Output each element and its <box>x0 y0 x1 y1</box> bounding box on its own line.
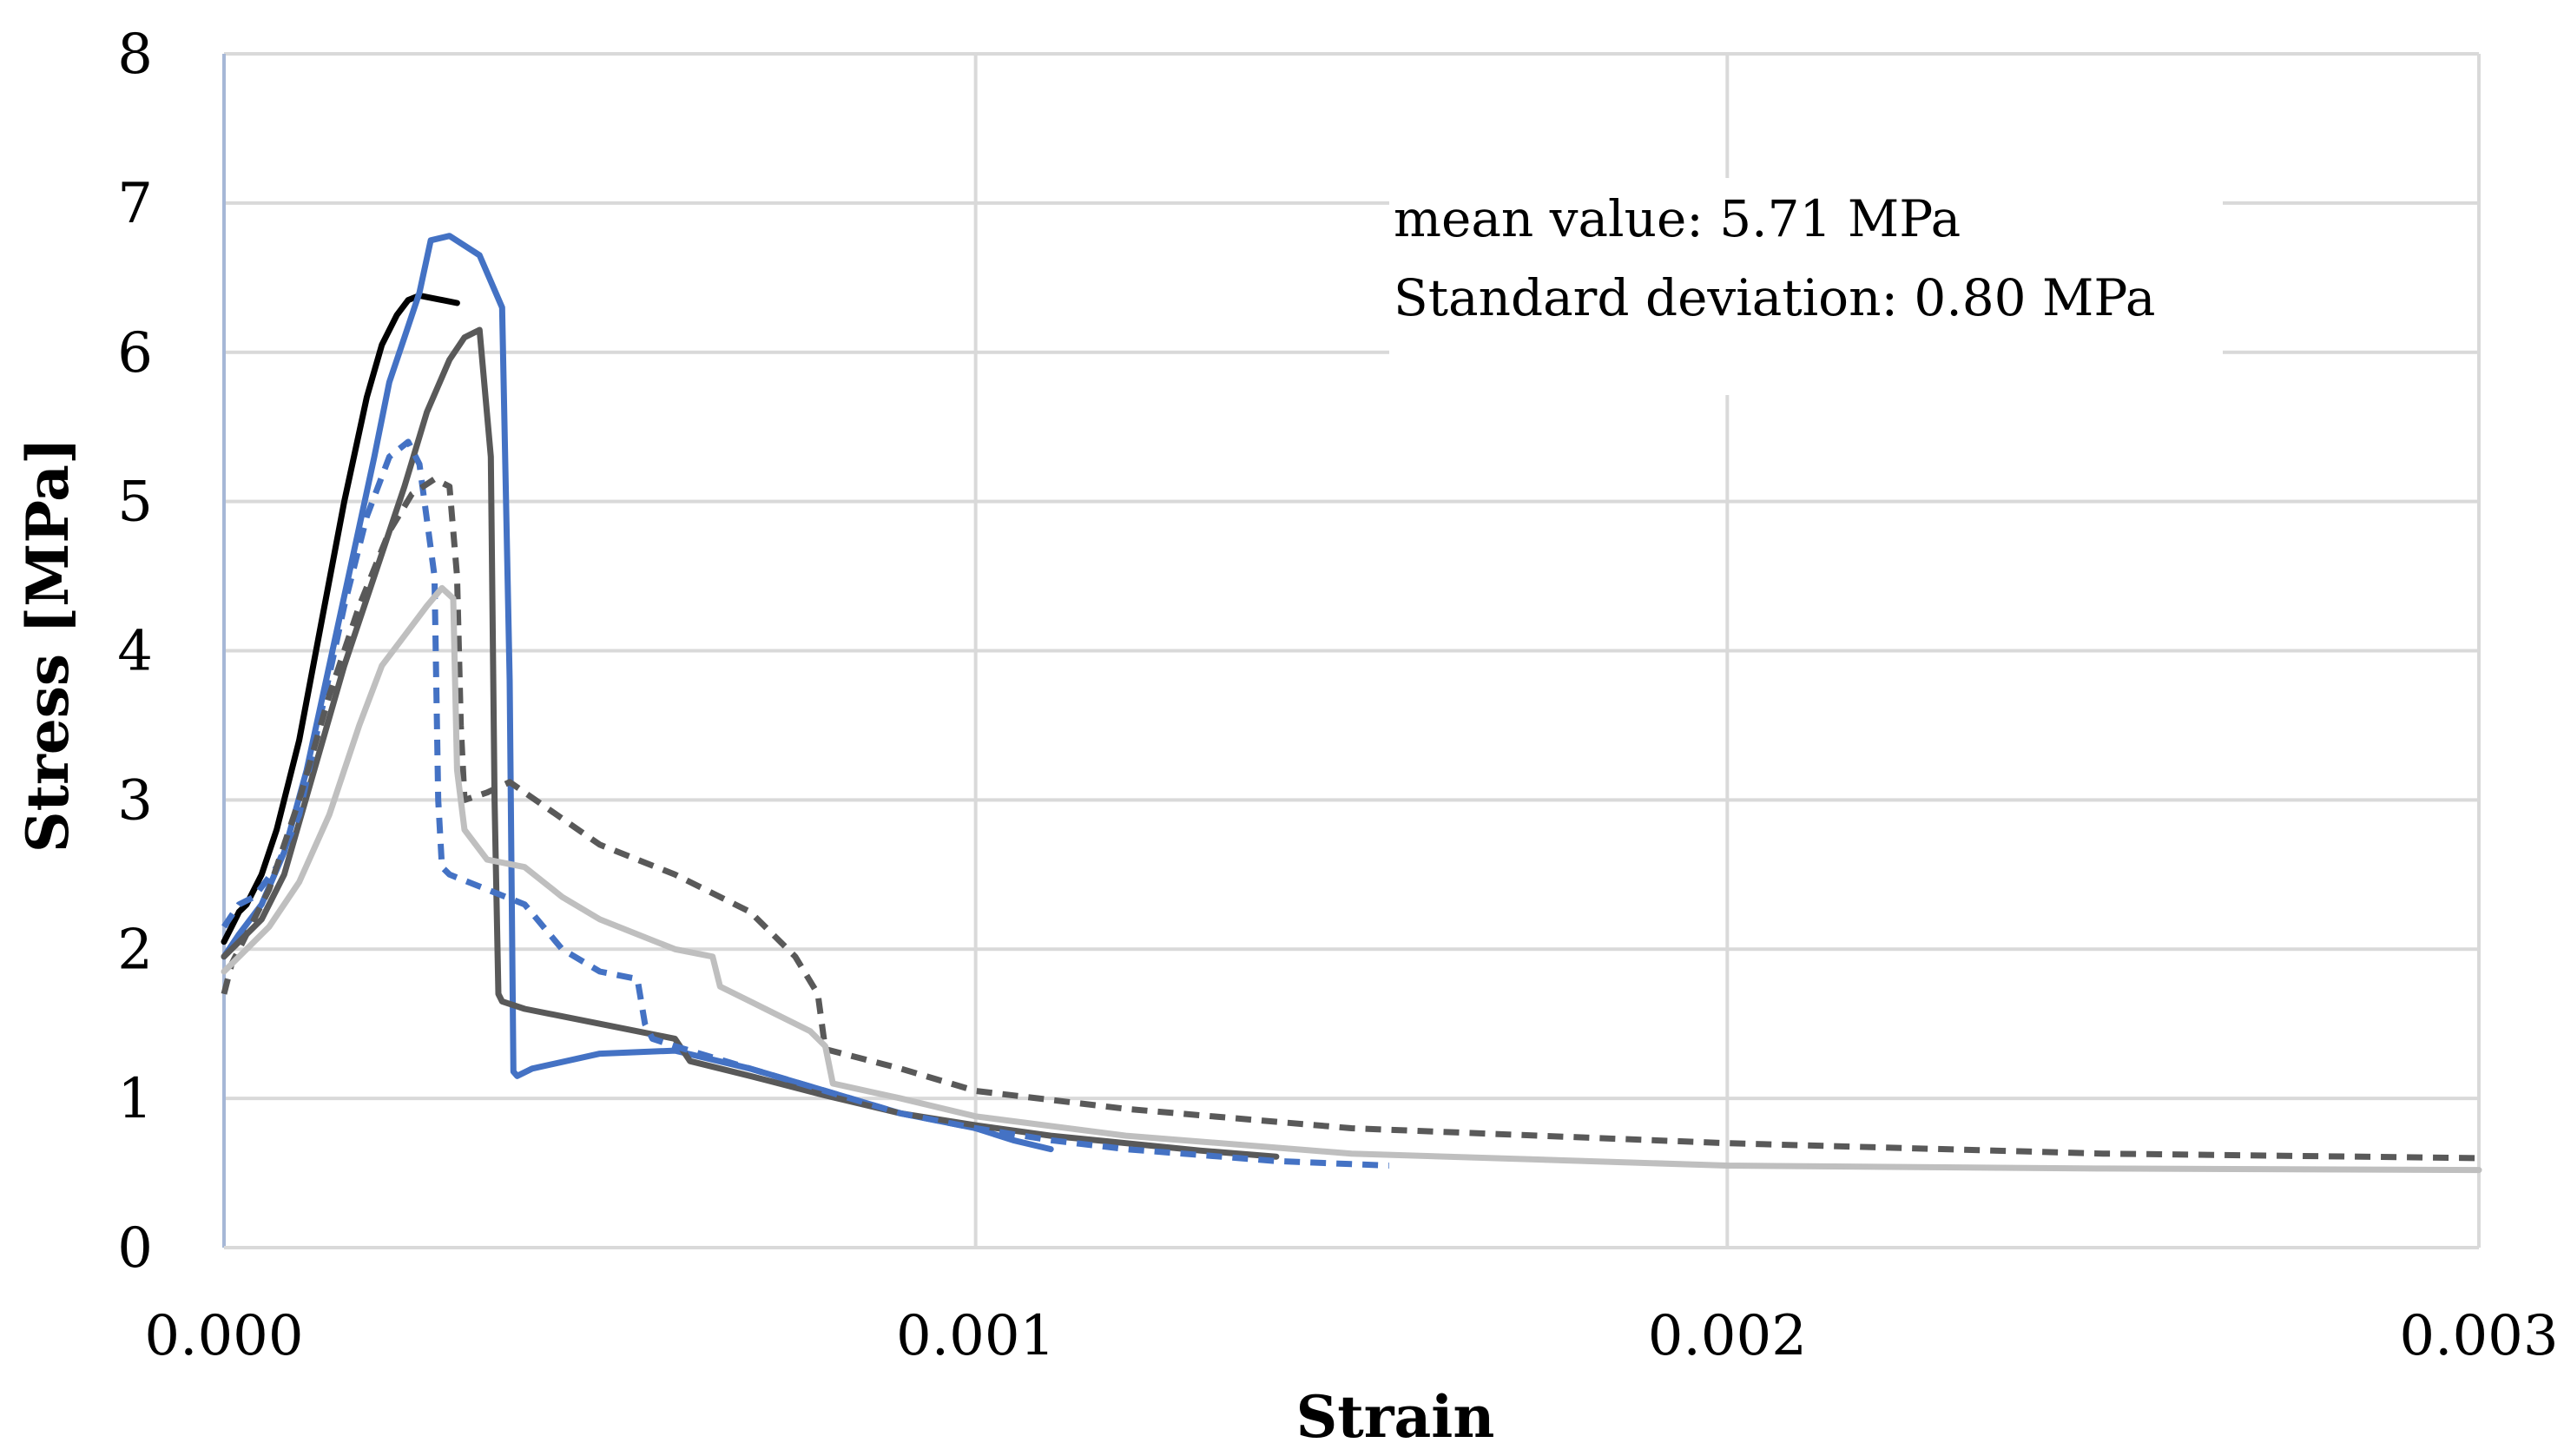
y-tick-label-1: 1 <box>117 1067 153 1131</box>
series-line-specimen-6-lightgray <box>221 584 2482 1174</box>
x-axis-title: Strain <box>1296 1383 1495 1451</box>
series-line-specimen-1-black <box>221 292 460 945</box>
x-tick-label-0.001: 0.001 <box>896 1304 1055 1368</box>
x-tick-label-0.000: 0.000 <box>144 1304 303 1368</box>
y-tick-label-7: 7 <box>117 172 153 236</box>
y-tick-label-6: 6 <box>117 321 153 385</box>
stats-annotation: mean value: 5.71 MPa Standard deviation:… <box>1389 178 2223 395</box>
y-tick-label-8: 8 <box>117 23 153 87</box>
tick-layer: 0 1 2 3 4 5 6 7 8 0.000 0.001 0.002 0.003 <box>117 23 2558 1368</box>
mean-value-text: mean value: 5.71 MPa <box>1394 189 1961 248</box>
series-line-specimen-5-darkgray-dashed <box>221 476 2480 1162</box>
grid-layer <box>224 52 2481 1248</box>
x-tick-label-0.002: 0.002 <box>1648 1304 1807 1368</box>
y-tick-label-0: 0 <box>117 1216 153 1281</box>
y-tick-label-5: 5 <box>117 471 153 535</box>
y-tick-label-4: 4 <box>117 620 153 684</box>
series-line-specimen-2-blue <box>221 233 1054 1153</box>
standard-deviation-text: Standard deviation: 0.80 MPa <box>1394 268 2155 327</box>
y-axis-title: Stress [MPa] <box>14 438 82 853</box>
stats-annotation-background <box>1389 178 2223 395</box>
series-line-specimen-4-blue-dashed <box>221 438 1389 1169</box>
series-layer <box>221 233 2482 1174</box>
y-tick-label-2: 2 <box>117 918 153 982</box>
y-tick-label-3: 3 <box>117 768 153 833</box>
x-tick-label-0.003: 0.003 <box>2399 1304 2558 1368</box>
axis-layer <box>222 54 2479 1249</box>
series-line-specimen-3-darkgray <box>221 326 1280 1160</box>
